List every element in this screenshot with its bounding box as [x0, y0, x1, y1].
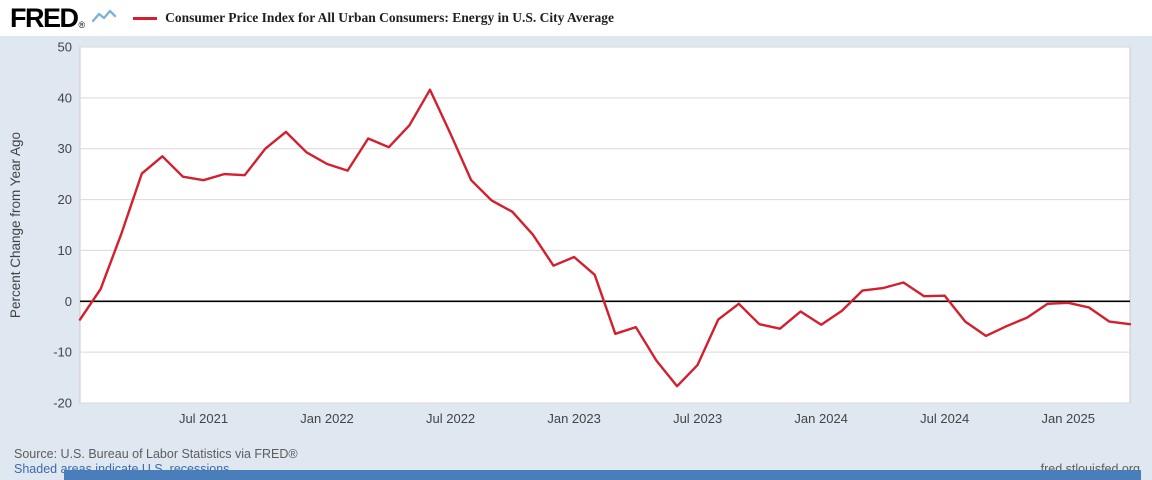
source-text: Source: U.S. Bureau of Labor Statistics … [14, 447, 298, 461]
sparkline-icon [91, 9, 117, 23]
series-layer [78, 88, 1132, 388]
x-tick-label: Jul 2023 [673, 411, 722, 426]
y-axis-title: Percent Change from Year Ago [8, 132, 23, 318]
plot-background [79, 46, 1131, 404]
x-tick-label: Jul 2024 [920, 411, 969, 426]
series-legend-swatch [133, 16, 158, 20]
x-tick-label: Jan 2022 [300, 411, 354, 426]
x-tick-label: Jan 2025 [1041, 411, 1095, 426]
y-tick-label: 10 [58, 243, 72, 258]
fred-logo[interactable]: FRED ® [10, 2, 86, 33]
y-tick-label: -20 [53, 396, 72, 411]
chart-title: Consumer Price Index for All Urban Consu… [165, 10, 614, 25]
y-tick-label: 20 [58, 192, 72, 207]
x-tick-label: Jan 2024 [794, 411, 848, 426]
y-tick-label: 0 [65, 294, 72, 309]
date-range-slider[interactable] [64, 470, 1141, 480]
cpi-energy-series-line[interactable] [78, 88, 1132, 388]
y-tick-label: 30 [58, 141, 72, 156]
x-tick-label: Jul 2022 [426, 411, 475, 426]
plot-area [79, 46, 1131, 404]
cpi-energy-line-chart: 50 40 30 20 10 0 -10 -20 Jul 2021 Jan 2022 Jul 202… [8, 40, 1132, 427]
registered-mark: ® [78, 19, 86, 30]
axis-labels: 50 40 30 20 10 0 -10 -20 Jul 2021 Jan 2022 Jul 202… [8, 40, 1095, 427]
x-tick-label: Jul 2021 [179, 411, 228, 426]
chart-header: FRED ® Consumer Price Index for All Urba… [0, 0, 1152, 36]
y-tick-label: 50 [58, 40, 72, 55]
y-tick-label: -10 [53, 345, 72, 360]
y-tick-label: 40 [58, 90, 72, 105]
fred-logo-text: FRED [10, 2, 79, 33]
x-tick-label: Jan 2023 [547, 411, 601, 426]
